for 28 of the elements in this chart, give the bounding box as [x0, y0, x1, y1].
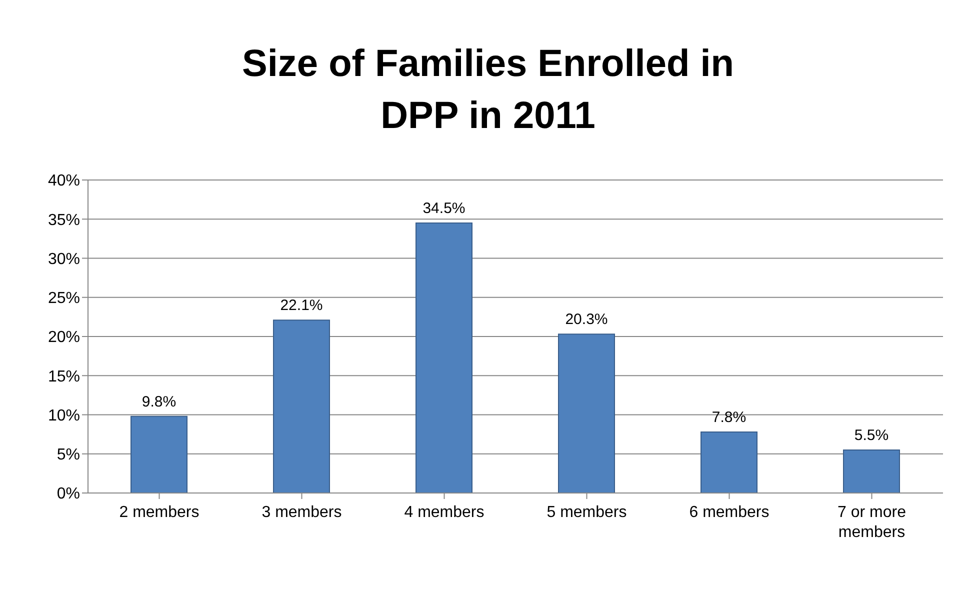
bar	[843, 449, 900, 493]
x-tick-label: 4 members	[404, 504, 484, 521]
y-tick-label: 0%	[56, 486, 80, 503]
data-label: 20.3%	[565, 311, 608, 328]
bar	[700, 431, 758, 493]
bar	[273, 320, 330, 493]
y-tick-label: 25%	[48, 290, 80, 308]
y-tick-label: 35%	[48, 212, 80, 229]
x-tick-label: 6 members	[689, 504, 770, 521]
x-tick-label: 3 members	[262, 504, 342, 521]
x-tick-label: 5 members	[546, 504, 627, 521]
data-label: 5.5%	[854, 426, 889, 444]
y-tick-label: 5%	[56, 446, 80, 464]
bar	[558, 334, 615, 493]
y-tick-label: 20%	[48, 329, 80, 346]
x-tick-label: 7 or more members	[838, 504, 906, 541]
data-label: 7.8%	[712, 408, 746, 426]
bar	[416, 222, 472, 493]
bar	[130, 416, 188, 493]
y-tick-label: 15%	[48, 368, 80, 386]
chart-title: Size of Families Enrolled in DPP in 2011	[241, 42, 735, 139]
y-tick-label: 30%	[48, 250, 80, 268]
data-label: 34.5%	[422, 200, 466, 218]
x-tick-label: 2 members	[119, 504, 200, 521]
data-label: 9.8%	[142, 393, 176, 410]
data-label: 22.1%	[280, 297, 323, 314]
y-tick-label: 40%	[48, 172, 80, 190]
y-tick-label: 10%	[48, 407, 80, 424]
